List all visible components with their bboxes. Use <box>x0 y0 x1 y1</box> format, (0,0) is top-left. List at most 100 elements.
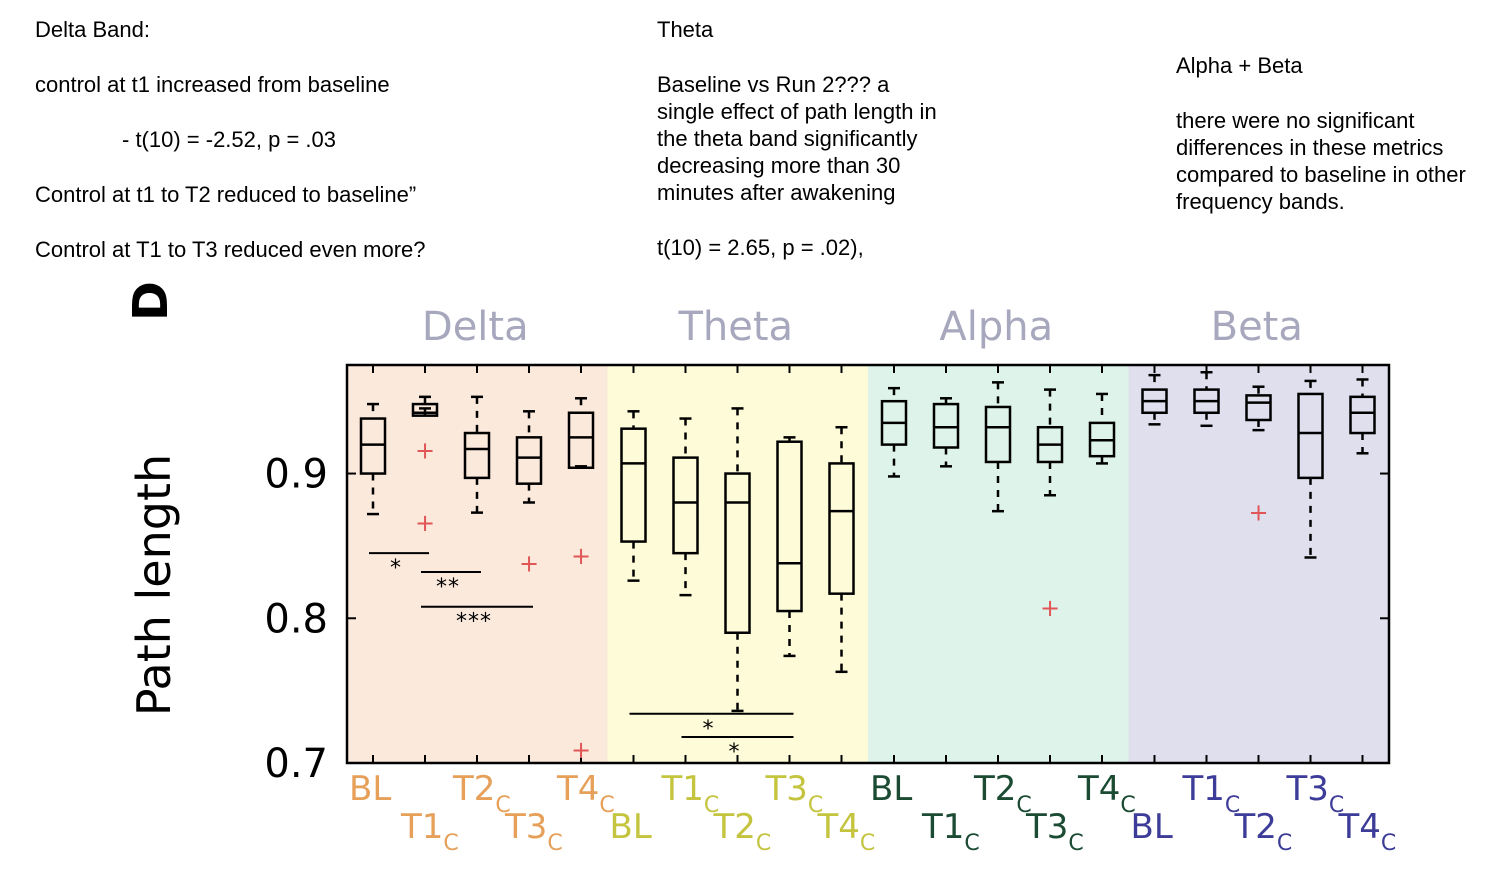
boxplot-theta-t4 <box>828 425 855 674</box>
x-category-label: T4C <box>817 807 876 856</box>
x-category-subscript: C <box>1329 793 1344 818</box>
outlier-point: + <box>519 549 539 577</box>
theta-notes: Theta Baseline vs Run 2??? a single effe… <box>657 16 977 261</box>
significance-stars: *** <box>456 610 492 635</box>
boxplot-beta-t1 <box>1193 370 1220 428</box>
alpha-beta-body-line: frequency bands. <box>1176 189 1345 214</box>
x-category-label: T1C <box>661 769 720 818</box>
alpha-beta-notes: Alpha + Beta there were no significant d… <box>1176 52 1496 215</box>
alpha-beta-body-line: there were no significant <box>1176 108 1415 133</box>
outlier-point: + <box>415 436 435 464</box>
outlier-point: + <box>1248 499 1268 527</box>
band-background-theta <box>607 365 868 763</box>
x-category-subscript: C <box>1225 793 1240 818</box>
significance-stars: ** <box>436 575 460 600</box>
boxplot-theta-t1 <box>672 417 699 597</box>
delta-line-3: Control at t1 to T2 reduced to baseline” <box>35 182 417 207</box>
x-category-label: T2C <box>713 807 772 856</box>
outlier-point: + <box>415 509 435 537</box>
box-body <box>1245 394 1272 422</box>
alpha-beta-heading: Alpha + Beta <box>1176 53 1303 78</box>
boxplot-alpha-t3: + <box>1036 388 1064 622</box>
x-category-label: T4C <box>1077 769 1136 818</box>
x-category-label: T3C <box>1025 807 1084 856</box>
boxplot-beta-t4 <box>1349 378 1376 455</box>
box-body <box>620 427 647 543</box>
x-category-subscript: C <box>808 793 823 818</box>
box-body <box>1349 395 1376 435</box>
box-body <box>828 462 855 595</box>
y-tick-label: 0.8 <box>264 596 328 642</box>
boxplot-alpha-t4 <box>1088 392 1116 465</box>
box-body <box>932 402 960 449</box>
x-category-label: T2C <box>452 769 511 818</box>
x-category-subscript: C <box>1381 831 1396 856</box>
x-category-label: T1C <box>400 807 459 856</box>
band-title-beta: Beta <box>1211 304 1303 350</box>
significance-stars: * <box>703 717 715 742</box>
x-category-subscript: C <box>1277 831 1292 856</box>
x-category-subscript: C <box>547 831 562 856</box>
x-category-label: T3C <box>1286 769 1345 818</box>
boxplot-theta-t3 <box>776 436 803 658</box>
x-category-subscript: C <box>1016 793 1031 818</box>
boxplot-alpha-t1 <box>932 397 960 468</box>
outlier-point: + <box>571 736 591 764</box>
box-body <box>567 411 595 470</box>
x-category-subscript: C <box>860 831 875 856</box>
x-category-label: T1C <box>921 807 980 856</box>
boxplot-delta-t1: ++ <box>411 395 439 537</box>
box-body <box>672 456 699 555</box>
boxplot-beta-t2: + <box>1245 385 1272 527</box>
delta-line-2: - t(10) = -2.52, p = .03 <box>122 127 337 152</box>
y-axis-label: Path length <box>127 454 181 716</box>
alpha-beta-body-line: differences in these metrics <box>1176 135 1444 160</box>
delta-line-1: control at t1 increased from baseline <box>35 72 390 97</box>
panel-letter: D <box>123 281 179 321</box>
x-category-label: T4C <box>556 769 615 818</box>
significance-stars: * <box>390 556 402 581</box>
theta-heading: Theta <box>657 17 714 42</box>
y-tick-label: 0.7 <box>264 741 328 787</box>
theta-body-line: minutes after awakening <box>657 180 896 205</box>
boxplot-alpha-t2 <box>984 381 1012 513</box>
theta-stat: t(10) = 2.65, p = .02), <box>657 235 864 260</box>
alpha-beta-body-line: compared to baseline in other <box>1176 162 1466 187</box>
plot-frame <box>345 363 1391 765</box>
x-category-subscript: C <box>1120 793 1135 818</box>
x-category-label: T3C <box>504 807 563 856</box>
x-category-label: T1C <box>1182 769 1241 818</box>
boxplot-delta-bl <box>359 402 387 516</box>
x-category-subscript: C <box>1068 831 1083 856</box>
x-category-label: BL <box>870 769 912 809</box>
x-category-label: BL <box>610 807 652 847</box>
y-tick-label: 0.9 <box>264 452 328 498</box>
box-body <box>515 436 543 485</box>
theta-body-line: single effect of path length in <box>657 99 937 124</box>
theta-body-line: the theta band significantly <box>657 126 918 151</box>
box-body <box>359 417 387 475</box>
x-category-label: BL <box>349 769 391 809</box>
band-background-alpha <box>868 365 1129 763</box>
boxplot-delta-t3: + <box>515 410 543 577</box>
boxplot-delta-t2 <box>463 395 491 514</box>
x-category-subscript: C <box>443 831 458 856</box>
theta-body-line: decreasing more than 30 <box>657 153 901 178</box>
delta-line-4: Control at T1 to T3 reduced even more? <box>35 237 426 262</box>
boxplot-delta-t4: ++ <box>567 397 595 764</box>
x-category-subscript: C <box>756 831 771 856</box>
x-category-subscript: C <box>704 793 719 818</box>
box-body <box>776 440 803 613</box>
boxplot-theta-bl <box>620 410 647 582</box>
x-category-label: T2C <box>973 769 1032 818</box>
x-category-subscript: C <box>964 831 979 856</box>
band-title-delta: Delta <box>422 304 529 350</box>
delta-notes: Delta Band: control at t1 increased from… <box>35 16 595 263</box>
boxplot-beta-bl <box>1141 373 1168 426</box>
box-body <box>984 405 1012 464</box>
x-category-label: BL <box>1131 807 1173 847</box>
box-body <box>1297 392 1324 480</box>
theta-body-line: Baseline vs Run 2??? a <box>657 72 890 97</box>
x-category-label: T3C <box>765 769 824 818</box>
box-body <box>411 402 439 417</box>
